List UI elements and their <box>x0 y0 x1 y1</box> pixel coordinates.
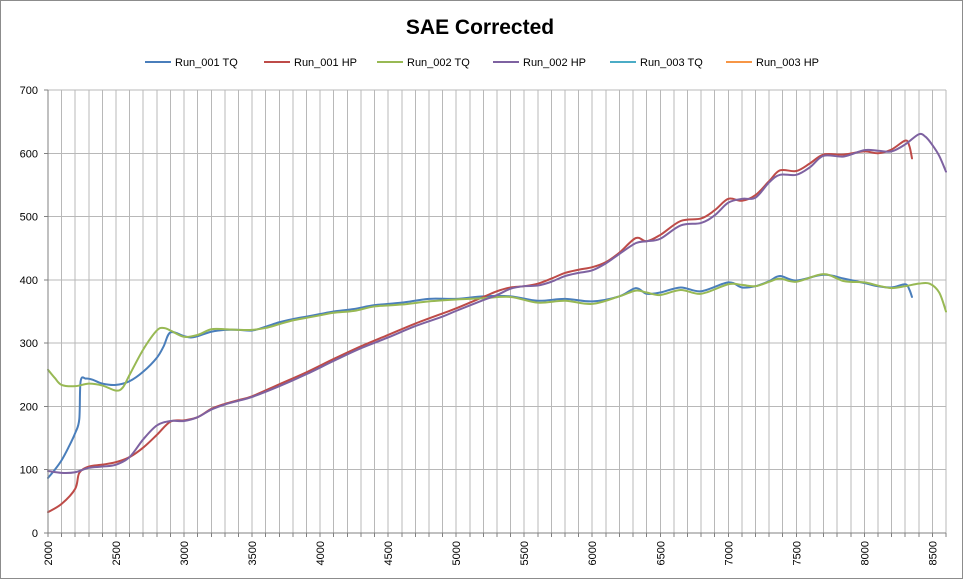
x-tick-label: 4500 <box>383 541 395 565</box>
y-tick-labels: 0 100 200 300 400 500 600 700 <box>20 85 48 540</box>
y-tick-label: 100 <box>20 465 38 477</box>
y-tick-label: 500 <box>20 212 38 224</box>
legend-label-run-003-tq: Run_003 TQ <box>640 57 703 69</box>
x-tick-label: 8000 <box>859 541 871 565</box>
plot-lines <box>47 132 947 514</box>
y-tick-label: 300 <box>20 338 38 350</box>
y-tick-label: 700 <box>20 85 38 97</box>
series-line-run-002-tq <box>47 273 947 392</box>
x-tick-label: 7500 <box>791 541 803 565</box>
y-tick-label: 200 <box>20 401 38 413</box>
y-tick-label: 600 <box>20 148 38 160</box>
legend-label-run-001-tq: Run_001 TQ <box>175 57 238 69</box>
x-tick-label: 8500 <box>927 541 939 565</box>
x-tick-label: 6000 <box>587 541 599 565</box>
x-tick-label: 2000 <box>43 541 55 565</box>
y-tick-label: 400 <box>20 275 38 287</box>
x-tick-label: 3500 <box>247 541 259 565</box>
x-tick-label: 7000 <box>723 541 735 565</box>
grid-lines <box>48 89 947 534</box>
series-line-run-002-hp <box>47 132 947 474</box>
legend: Run_001 TQ Run_001 HP Run_002 TQ Run_002 HP… <box>145 57 819 69</box>
legend-label-run-002-hp: Run_002 HP <box>523 57 586 69</box>
y-tick-label: 0 <box>32 528 38 540</box>
x-tick-label: 6500 <box>655 541 667 565</box>
x-tick-label: 2500 <box>111 541 123 565</box>
x-tick-label: 3000 <box>179 541 191 565</box>
legend-label-run-003-hp: Run_003 HP <box>756 57 819 69</box>
legend-label-run-002-tq: Run_002 TQ <box>407 57 470 69</box>
chart-title: SAE Corrected <box>406 16 554 39</box>
series-line-run-001-tq <box>47 273 913 479</box>
x-tick-label: 4000 <box>315 541 327 565</box>
x-tick-label: 5500 <box>519 541 531 565</box>
x-tick-label: 5000 <box>451 541 463 565</box>
legend-label-run-001-hp: Run_001 HP <box>294 57 357 69</box>
x-tick-labels: 2000 2500 3000 3500 4000 4500 5000 5500 6000 6500… <box>43 533 947 565</box>
